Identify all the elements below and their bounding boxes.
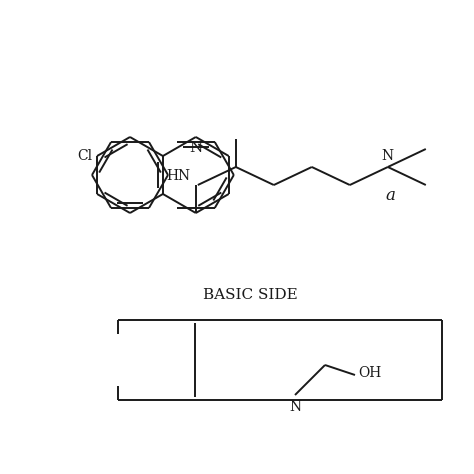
Text: N: N [189,141,202,155]
Text: N: N [382,149,394,163]
Text: Cl: Cl [77,149,92,163]
Text: BASIC SIDE: BASIC SIDE [202,288,297,302]
Text: HN: HN [167,169,191,183]
Text: N: N [289,400,301,414]
Text: OH: OH [358,366,381,380]
Text: a: a [385,186,395,203]
